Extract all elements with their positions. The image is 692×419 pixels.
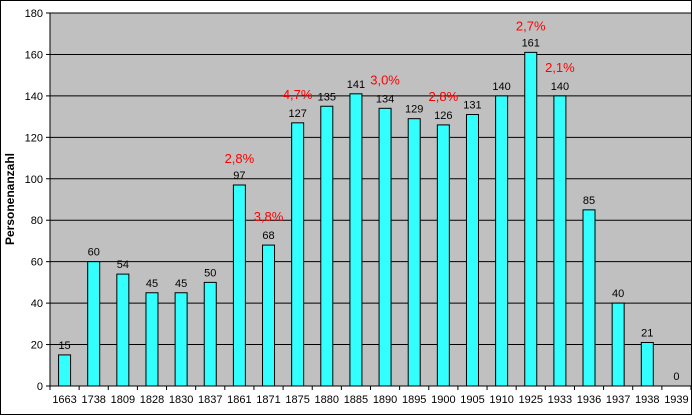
y-tick-label: 0	[37, 381, 43, 393]
bar	[611, 302, 625, 387]
value-label: 129	[405, 104, 423, 116]
y-tick-label: 140	[25, 91, 43, 103]
x-tick-label: 1939	[664, 394, 688, 406]
value-label: 85	[583, 195, 595, 207]
value-label: 140	[551, 81, 569, 93]
bar	[582, 209, 596, 387]
x-tick-label: 1900	[431, 394, 455, 406]
bar	[349, 93, 363, 387]
y-tick-labels: 0 20 40 60 80 100 120 140 160 180	[25, 8, 50, 393]
bar	[203, 281, 217, 387]
percent-annotation: 4,7%	[283, 87, 313, 102]
x-tick-label: 1738	[81, 394, 105, 406]
value-label: 134	[376, 93, 394, 105]
x-tick-label: 1936	[577, 394, 601, 406]
value-label: 127	[288, 108, 306, 120]
value-label: 60	[88, 247, 100, 259]
bar	[524, 51, 538, 387]
x-tick-label: 1910	[489, 394, 513, 406]
bar	[320, 105, 334, 387]
x-tick-labels: 1663 1738 1809 1828 1830 1837 1861 1871 1875 1880…	[49, 386, 692, 406]
value-label: 0	[673, 371, 679, 383]
bar	[465, 114, 479, 387]
x-tick-label: 1663	[52, 394, 76, 406]
percent-annotation: 2,7%	[516, 18, 546, 33]
value-label: 141	[347, 79, 365, 91]
y-tick-label: 160	[25, 49, 43, 61]
x-tick-label: 1861	[227, 394, 251, 406]
bar	[174, 292, 188, 387]
x-tick-label: 1905	[460, 394, 484, 406]
x-tick-label: 1880	[315, 394, 339, 406]
percent-annotation: 3,0%	[370, 72, 400, 87]
bar	[378, 107, 392, 387]
x-tick-label: 1809	[111, 394, 135, 406]
value-label: 54	[117, 259, 129, 271]
y-tick-label: 80	[31, 215, 43, 227]
value-label: 140	[492, 81, 510, 93]
x-tick-label: 1830	[169, 394, 193, 406]
x-tick-label: 1895	[402, 394, 426, 406]
bar	[553, 95, 567, 387]
bar	[116, 273, 130, 387]
y-tick-label: 120	[25, 132, 43, 144]
x-tick-label: 1925	[519, 394, 543, 406]
x-tick-label: 1875	[285, 394, 309, 406]
x-tick-label: 1871	[256, 394, 280, 406]
value-label: 126	[434, 110, 452, 122]
x-tick-label: 1890	[373, 394, 397, 406]
value-label: 15	[58, 340, 70, 352]
bar	[87, 261, 101, 387]
x-tick-label: 1885	[344, 394, 368, 406]
value-label: 45	[175, 278, 187, 290]
bars	[58, 51, 654, 387]
bar	[407, 118, 421, 387]
x-tick-label: 1933	[548, 394, 572, 406]
y-tick-label: 60	[31, 257, 43, 269]
bar	[495, 95, 509, 387]
value-label: 21	[641, 327, 653, 339]
value-label: 45	[146, 278, 158, 290]
x-tick-label: 1937	[606, 394, 630, 406]
percent-annotations: 2,8% 3,8% 4,7% 3,0% 2,8% 2,7% 2,1%	[225, 18, 576, 224]
x-tick-label: 1938	[635, 394, 659, 406]
value-label: 40	[612, 288, 624, 300]
percent-annotation: 2,8%	[429, 89, 459, 104]
bar	[232, 184, 246, 387]
y-tick-label: 40	[31, 298, 43, 310]
bar	[262, 244, 276, 387]
bar	[436, 124, 450, 387]
percent-annotation: 3,8%	[254, 209, 284, 224]
x-tick-label: 1837	[198, 394, 222, 406]
y-axis-label: Personenanzahl	[3, 153, 17, 245]
value-labels: 15 60 54 45 45 50 97 68 127 135 141 134 129 126 131 140…	[58, 37, 679, 383]
y-tick-label: 20	[31, 340, 43, 352]
bar	[145, 292, 159, 387]
value-label: 68	[262, 230, 274, 242]
value-label: 97	[233, 170, 245, 182]
bar	[58, 354, 72, 387]
value-label: 131	[463, 100, 481, 112]
value-label: 135	[318, 91, 336, 103]
y-tick-label: 100	[25, 174, 43, 186]
percent-annotation: 2,8%	[225, 151, 255, 166]
x-tick-label: 1828	[140, 394, 164, 406]
y-tick-label: 180	[25, 8, 43, 20]
value-label: 50	[204, 267, 216, 279]
value-label: 161	[522, 37, 540, 49]
bar	[640, 341, 654, 387]
bar	[291, 122, 305, 387]
percent-annotation: 2,1%	[545, 60, 575, 75]
